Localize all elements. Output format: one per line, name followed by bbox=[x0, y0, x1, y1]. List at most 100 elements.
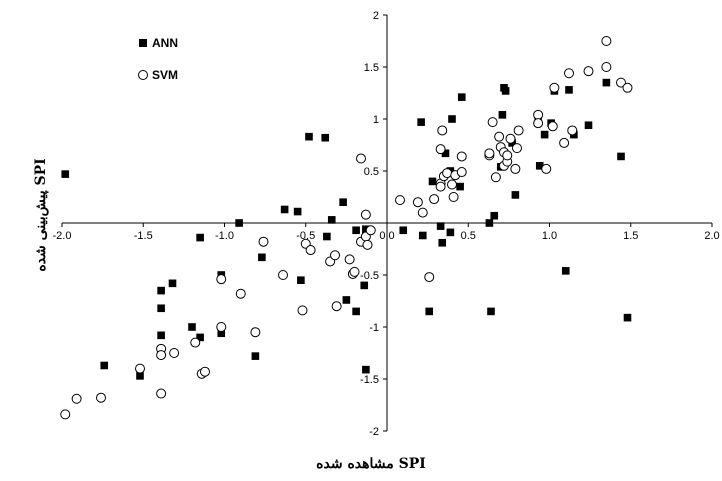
ann-point bbox=[623, 313, 632, 322]
svm-point bbox=[616, 77, 626, 88]
ann-point bbox=[157, 304, 165, 313]
x-tick-label: 0.5 bbox=[461, 230, 476, 242]
x-tick-label: -1.5 bbox=[134, 230, 153, 242]
ann-point bbox=[321, 133, 330, 142]
svm-point bbox=[429, 194, 440, 205]
svm-point bbox=[490, 172, 501, 183]
axes bbox=[61, 14, 713, 432]
svm-point bbox=[513, 125, 524, 136]
svm-point bbox=[567, 125, 578, 136]
svm-point bbox=[424, 272, 435, 283]
svm-point bbox=[447, 179, 457, 190]
ann-point bbox=[428, 177, 437, 186]
x-tick-label: 2.0 bbox=[704, 230, 719, 242]
ann-point bbox=[511, 191, 520, 199]
ann-point bbox=[217, 329, 226, 338]
svm-point bbox=[435, 181, 446, 192]
x-tick-label: 1.5 bbox=[623, 230, 638, 242]
ann-point bbox=[584, 121, 593, 130]
ann-point bbox=[136, 372, 144, 380]
legend-marker-ann bbox=[139, 39, 147, 47]
ann-point bbox=[157, 331, 165, 340]
ann-point bbox=[418, 231, 427, 240]
y-tick-label: 2 bbox=[373, 10, 379, 22]
ann-point bbox=[446, 228, 455, 237]
svm-point bbox=[533, 118, 544, 129]
ann-point bbox=[448, 115, 456, 123]
ann-point bbox=[498, 111, 507, 119]
ann-point bbox=[196, 333, 204, 342]
ann-point bbox=[602, 78, 611, 87]
svm-point bbox=[487, 117, 498, 128]
ann-point bbox=[565, 86, 573, 94]
svm-point bbox=[484, 148, 495, 159]
svm-point bbox=[505, 133, 516, 144]
svm-point bbox=[344, 254, 355, 265]
ann-point bbox=[417, 118, 425, 126]
ann-point bbox=[305, 132, 313, 141]
svm-point bbox=[216, 322, 227, 332]
ann-point bbox=[490, 211, 499, 220]
x-axis-title: SPI مشاهده شده bbox=[316, 456, 426, 472]
ann-point bbox=[342, 296, 351, 304]
y-tick-label: -1 bbox=[369, 322, 379, 334]
ann-point bbox=[293, 207, 302, 216]
ann-point bbox=[535, 162, 544, 170]
ann-point bbox=[188, 323, 196, 331]
ann-point bbox=[157, 286, 165, 295]
ann-point bbox=[100, 361, 109, 370]
x-tick-label: -2.0 bbox=[53, 230, 72, 242]
ann-point bbox=[168, 279, 177, 288]
x-tick-label: -1.0 bbox=[215, 230, 234, 242]
x-tick-label: 1.0 bbox=[542, 230, 557, 242]
ann-point bbox=[487, 307, 495, 316]
svm-point bbox=[417, 207, 428, 218]
legend: ANN SVM bbox=[138, 36, 178, 82]
ann-point bbox=[352, 226, 360, 235]
svm-point bbox=[559, 137, 570, 148]
svm-point bbox=[71, 393, 82, 404]
legend-label-ann: ANN bbox=[152, 36, 178, 50]
ann-point bbox=[399, 226, 408, 235]
ann-point bbox=[438, 238, 447, 247]
tick-labels: -2.0 -1.5 -1.0 -0.5 0.0 0.5 1.0 1.5 2.0 -2 -1.5 -1 -… bbox=[53, 10, 720, 438]
svm-point bbox=[297, 305, 308, 316]
svm-point bbox=[583, 66, 594, 77]
ann-point bbox=[258, 253, 266, 262]
ann-point bbox=[280, 205, 289, 214]
x-tick-label: 0.0 bbox=[379, 230, 394, 242]
svm-point bbox=[305, 245, 316, 256]
ann-point bbox=[323, 232, 331, 241]
ann-point bbox=[441, 149, 450, 158]
svm-point bbox=[60, 409, 71, 420]
svm-point bbox=[541, 163, 552, 174]
y-tick-label: -2 bbox=[369, 426, 379, 438]
svm-point bbox=[448, 192, 459, 202]
ann-point bbox=[360, 281, 369, 290]
svm-point bbox=[549, 82, 560, 93]
svm-point bbox=[456, 167, 467, 178]
svm-point bbox=[601, 36, 612, 46]
svm-point bbox=[362, 239, 373, 250]
svm-point bbox=[533, 109, 544, 120]
svm-point bbox=[494, 131, 505, 142]
svm-point bbox=[360, 209, 371, 220]
ann-point bbox=[339, 198, 347, 206]
ann-point bbox=[362, 365, 370, 374]
svm-point bbox=[96, 392, 106, 403]
svm-point bbox=[456, 151, 467, 162]
svm-point bbox=[235, 288, 246, 299]
svm-point bbox=[365, 225, 376, 236]
ann-point bbox=[485, 219, 494, 227]
svm-point bbox=[156, 388, 167, 399]
svm-point bbox=[547, 121, 558, 132]
y-tick-label: 1.5 bbox=[364, 62, 379, 74]
y-tick-label: 1 bbox=[373, 114, 379, 126]
svm-point bbox=[510, 163, 521, 174]
svm-point bbox=[564, 68, 574, 79]
ann-point bbox=[297, 276, 305, 284]
svm-point bbox=[200, 366, 210, 377]
ann-point bbox=[235, 219, 243, 227]
svm-point bbox=[502, 150, 513, 161]
ann-point bbox=[327, 216, 336, 224]
